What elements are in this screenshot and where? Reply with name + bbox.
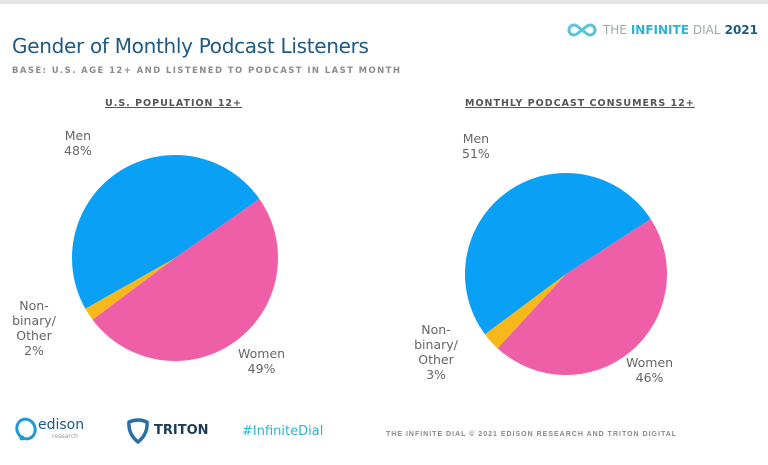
hashtag-link[interactable]: #InfiniteDial xyxy=(242,424,324,439)
chart-title-podcast-consumers: MONTHLY PODCAST CONSUMERS 12+ xyxy=(465,98,695,109)
pie-slice-women-1 xyxy=(497,218,668,375)
infinity-icon xyxy=(567,23,597,37)
label-men-us: Men 48% xyxy=(64,128,92,158)
pie-slice-men-1 xyxy=(465,173,651,335)
base-subtitle: BASE: U.S. AGE 12+ AND LISTENED TO PODCA… xyxy=(12,66,402,76)
label-men-podcast: Men 51% xyxy=(462,131,490,161)
pie-slice-men-0 xyxy=(71,154,260,309)
pie-slice-nonbinary-0 xyxy=(85,258,175,320)
brand-suffix: DIAL xyxy=(692,23,721,37)
brand-prefix: THE xyxy=(602,23,627,37)
copyright-footer: THE INFINITE DIAL © 2021 EDISON RESEARCH… xyxy=(386,431,678,438)
page-title: Gender of Monthly Podcast Listeners xyxy=(12,34,369,58)
triton-name: TRITON xyxy=(154,423,209,438)
label-women-podcast: Women 46% xyxy=(626,355,674,385)
brand-main: INFINITE xyxy=(630,23,689,37)
triton-logo: TRITON xyxy=(126,418,209,444)
edison-sub: research xyxy=(52,433,78,440)
pie-slice-nonbinary-1 xyxy=(484,274,566,349)
pie-slice-women-0 xyxy=(92,198,278,361)
top-bar xyxy=(0,0,768,4)
label-nonbinary-podcast: Non-binary/ Other 3% xyxy=(414,322,458,382)
infinite-dial-logo: THE INFINITE DIAL 2021 xyxy=(565,22,758,38)
triton-shield-icon xyxy=(127,418,149,444)
edison-research-logo: edison research xyxy=(14,416,84,442)
edison-name: edison xyxy=(38,417,85,433)
brand-year: 2021 xyxy=(724,23,758,37)
label-nonbinary-us: Non-binary/ Other 2% xyxy=(12,298,56,358)
label-women-us: Women 49% xyxy=(238,346,286,376)
chart-title-us-population: U.S. POPULATION 12+ xyxy=(105,98,242,109)
edison-e-icon xyxy=(15,417,37,441)
